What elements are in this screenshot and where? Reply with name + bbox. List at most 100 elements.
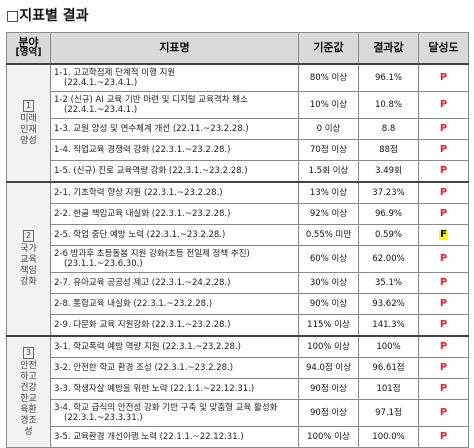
indicator-cell: 3-5. 교육환경 개선이행 노력 (22.1.1.~22.12.31.): [50, 426, 299, 448]
baseline-cell: 13% 이상: [298, 181, 359, 204]
baseline-cell: 92% 이상: [298, 203, 359, 225]
indicator-name: 1-2 (신규) AI 교육 기반 마련 및 디지털 교육격차 해소: [54, 95, 248, 105]
result-cell: 93.62%: [358, 293, 419, 315]
result-cell: 141.3%: [358, 314, 419, 337]
header-result: 결과값: [358, 32, 419, 65]
indicator-period: (23.1.1.~23.6.30.): [64, 259, 143, 269]
table-row: 3-5. 교육환경 개선이행 노력 (22.1.1.~22.12.31.) 100…: [7, 426, 469, 448]
baseline-cell: 90% 이상: [298, 293, 359, 315]
baseline-cell: 0 이상: [298, 118, 359, 140]
indicator-cell: 3-3. 학생자살 예방을 위한 노력 (22.1.1.~22.12.31.): [50, 378, 299, 400]
result-cell: 0.59%: [358, 224, 419, 246]
baseline-cell: 115% 이상: [298, 314, 359, 337]
indicator-cell: 2-9. 다문화 교육 지원강화 (22.3.1.~23.2.28.): [50, 314, 299, 337]
table-row: 1-2 (신규) AI 교육 기반 마련 및 디지털 교육격차 해소 (22.4.…: [7, 91, 469, 119]
indicator-cell: 2-8. 통합교육 내실화 (22.3.1.~23.2.28.): [50, 293, 299, 315]
table-row: 1-5. (신규) 진로 교육역량 강화 (22.3.1.~23.2.28.) 1…: [7, 160, 469, 183]
table-row: 2-5. 학업 중단 예방 노력 (22.3.1.~23.2.28.) 0.55%…: [7, 224, 469, 246]
table-row: 3-3. 학생자살 예방을 위한 노력 (22.1.1.~22.12.31.) 9…: [7, 378, 469, 400]
result-cell: 35.1%: [358, 272, 419, 294]
header-baseline: 기준값: [298, 32, 359, 65]
area-name: 국가교육책임강화: [20, 244, 37, 287]
grade-mark: P: [439, 383, 448, 394]
grade-cell: P: [418, 293, 469, 315]
table-row: 1 미래인재양성 1-1. 고교학점제 단계적 이행 지원 (22.4.1.~23.4…: [6, 63, 469, 183]
indicator-period: (22.3.1.~23.3.31.): [64, 413, 143, 423]
grade-cell: P: [418, 426, 469, 448]
area-name: 안전하고건강한교육환경조성: [20, 360, 37, 437]
indicator-cell: 1-3. 교원 양성 및 연수체계 개선 (22.11.~23.2.28.): [50, 118, 299, 140]
indicator-name: 1-5. (신규) 진로 교육역량 강화 (22.3.1.~23.2.28.): [54, 166, 248, 176]
indicator-cell: 2-6 방과후 초등돌봄 지원 강화(초등 전일제 정책 추진) (23.1.1.…: [50, 245, 299, 273]
area-name: 미래인재양성: [20, 113, 37, 146]
baseline-cell: 0.55% 미만: [298, 224, 359, 246]
table-row: 1-4. 직업교육 경쟁력 강화 (22.3.1.~23.2.28.) 70점 이…: [7, 139, 469, 161]
table-row: 2-9. 다문화 교육 지원강화 (22.3.1.~23.2.28.) 115% …: [7, 314, 469, 337]
table-row: 3-2. 안전한 학교 환경 조성 (22.3.1.~23.2.28.) 94.0…: [7, 357, 469, 379]
result-cell: 100.0%: [358, 426, 419, 448]
area-number: 3: [23, 346, 34, 359]
grade-cell: P: [418, 91, 469, 119]
indicator-name: 3-5. 교육환경 개선이행 노력 (22.1.1.~22.12.31.): [54, 432, 244, 442]
area-cell: 1 미래인재양성: [6, 63, 51, 183]
indicator-name: 2-8. 통합교육 내실화 (22.3.1.~23.2.28.): [54, 299, 213, 309]
header-grade: 달성도: [418, 32, 469, 65]
grade-cell: P: [418, 272, 469, 294]
indicator-name: 3-2. 안전한 학교 환경 조성 (22.3.1.~23.2.28.): [54, 363, 234, 373]
table-row: 2-8. 통합교육 내실화 (22.3.1.~23.2.28.) 90% 이상 93…: [7, 293, 469, 315]
indicator-period: (22.4.1.~23.4.1.): [64, 105, 138, 115]
grade-mark: P: [439, 72, 448, 83]
indicator-name: 3-1. 학교폭력 예방 역량 지원 (22.3.1.~23.2.28.): [54, 342, 241, 352]
grade-cell: F: [418, 224, 469, 246]
grade-cell: P: [418, 399, 469, 427]
indicator-name: 1-3. 교원 양성 및 연수체계 개선 (22.11.~23.2.28.): [54, 124, 249, 134]
result-cell: 37.23%: [358, 181, 419, 204]
grade-cell: P: [418, 378, 469, 400]
result-cell: 100%: [358, 335, 419, 358]
baseline-cell: 90점 이상: [298, 399, 359, 427]
table-row: 2 국가교육책임강화 2-1. 기초학력 향상 지원 (22.3.1.~23.2.2…: [6, 181, 469, 337]
baseline-cell: 1.5회 이상: [298, 160, 359, 183]
table-row: 2-7. 유아교육 공공성 제고 (22.3.1.~24.2.28.) 30% 이…: [7, 272, 469, 294]
baseline-cell: 100% 이상: [298, 426, 359, 448]
indicator-name: 2-5. 학업 중단 예방 노력 (22.3.1.~23.2.28.): [54, 230, 226, 240]
result-cell: 96.61점: [358, 357, 419, 379]
grade-mark: P: [439, 187, 448, 198]
result-cell: 96.9%: [358, 203, 419, 225]
indicator-results-table: 분야 [영역] 지표명 기준값 결과값 달성도 1 미래인재양성 1-1. 고교학점…: [6, 32, 469, 448]
result-cell: 96.1%: [358, 63, 419, 92]
area-cell: 3 안전하고건강한교육환경조성: [6, 335, 51, 448]
grade-mark: P: [439, 123, 448, 134]
result-cell: 8.8: [358, 118, 419, 140]
area-number: 2: [23, 230, 34, 242]
baseline-cell: 30% 이상: [298, 272, 359, 294]
indicator-cell: 3-2. 안전한 학교 환경 조성 (22.3.1.~23.2.28.): [50, 357, 299, 379]
grade-mark: P: [439, 319, 448, 330]
grade-mark: P: [439, 407, 448, 418]
grade-cell: P: [418, 203, 469, 225]
header-area-sub: [영역]: [15, 47, 42, 58]
result-cell: 10.8%: [358, 91, 419, 119]
table-row: 1-3. 교원 양성 및 연수체계 개선 (22.11.~23.2.28.) 0 …: [7, 118, 469, 140]
indicator-cell: 1-4. 직업교육 경쟁력 강화 (22.3.1.~23.2.28.): [50, 139, 299, 161]
grade-mark: P: [439, 431, 448, 442]
indicator-name: 2-9. 다문화 교육 지원강화 (22.3.1.~23.2.28.): [54, 320, 231, 330]
indicator-name: 1-1. 고교학점제 단계적 이행 지원: [54, 68, 176, 78]
baseline-cell: 70점 이상: [298, 139, 359, 161]
baseline-cell: 100% 이상: [298, 335, 359, 358]
indicator-cell: 1-1. 고교학점제 단계적 이행 지원 (22.4.1.~23.4.1.): [50, 63, 299, 92]
indicator-cell: 3-1. 학교폭력 예방 역량 지원 (22.3.1.~23.2.28.): [50, 335, 299, 358]
grade-mark: P: [439, 165, 448, 176]
grade-mark: P: [439, 144, 448, 155]
header-row: 분야 [영역] 지표명 기준값 결과값 달성도: [6, 32, 469, 65]
indicator-cell: 1-2 (신규) AI 교육 기반 마련 및 디지털 교육격차 해소 (22.4.…: [50, 91, 299, 119]
grade-mark: P: [439, 362, 448, 373]
area-number: 1: [23, 99, 34, 112]
grade-mark: P: [439, 253, 448, 264]
indicator-cell: 3-4. 학교 급식의 안전성 강화 기반 구축 및 맞춤형 교육 활성화 (22…: [50, 399, 299, 427]
table-row: 2-6 방과후 초등돌봄 지원 강화(초등 전일제 정책 추진) (23.1.1.…: [7, 245, 469, 273]
table-row: 3 안전하고건강한교육환경조성 3-1. 학교폭력 예방 역량 지원 (22.3.1…: [6, 335, 469, 448]
baseline-cell: 94.0점 이상: [298, 357, 359, 379]
indicator-period: (22.4.1.~23.4.1.): [64, 78, 138, 88]
indicator-name: 2-2. 한글 책임교육 내실화 (22.3.1.~23.2.28.): [54, 209, 231, 219]
